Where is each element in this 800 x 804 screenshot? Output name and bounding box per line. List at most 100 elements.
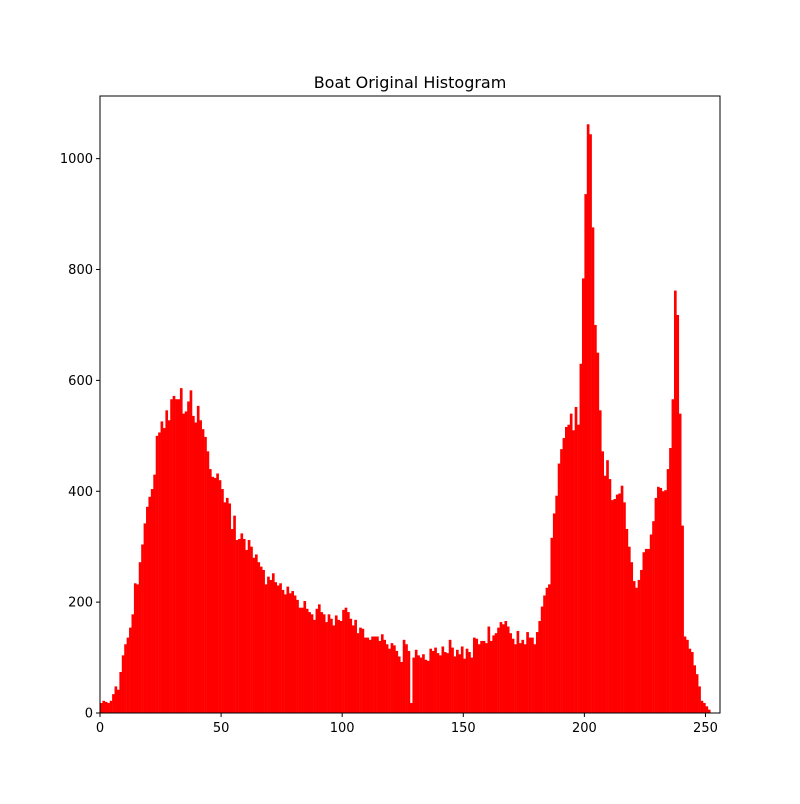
histogram-bar (332, 625, 336, 713)
histogram-bar (259, 566, 263, 713)
histogram-bar (528, 637, 532, 713)
histogram-bar (557, 463, 561, 713)
histogram-bar (664, 490, 667, 713)
histogram-bar (313, 619, 316, 713)
histogram-bar (133, 583, 137, 713)
histogram-bar (182, 413, 186, 713)
histogram-bar (439, 655, 442, 713)
histogram-bar (233, 515, 236, 713)
histogram-bar (424, 659, 428, 713)
histogram-bar (284, 594, 287, 713)
histogram-bar (615, 494, 619, 713)
histogram-bar (349, 618, 353, 713)
histogram-bar (412, 657, 416, 713)
histogram-bar (371, 636, 374, 713)
histogram-bar (325, 622, 328, 713)
histogram-bar (688, 648, 692, 713)
histogram-bar (301, 607, 304, 713)
histogram-bar (671, 399, 675, 713)
histogram-bar (162, 428, 166, 713)
histogram-bar (526, 632, 529, 713)
histogram-bar (102, 700, 106, 713)
histogram-bar (172, 395, 176, 713)
histogram-bar (150, 489, 154, 713)
histogram-bar (257, 562, 261, 713)
histogram-bar (506, 626, 510, 713)
histogram-bar (613, 499, 617, 713)
histogram-bar (322, 614, 326, 713)
histogram-bar (661, 491, 665, 713)
histogram-bar (623, 502, 626, 713)
histogram-bar (317, 604, 321, 713)
histogram-bar (143, 523, 147, 713)
histogram-bar (179, 388, 183, 713)
histogram-bar (611, 500, 614, 713)
histogram-bar (594, 324, 597, 713)
histogram-bar (698, 686, 701, 713)
histogram-bar (659, 487, 663, 713)
histogram-bar (531, 637, 534, 713)
histogram-bar (523, 644, 527, 713)
histogram-bar (175, 399, 178, 713)
histogram-bar (485, 643, 488, 713)
histogram-bar (155, 435, 159, 713)
histogram-bar (281, 589, 285, 713)
histogram-bar (320, 612, 324, 713)
histogram-bar (504, 620, 508, 713)
histogram-bar (509, 633, 512, 713)
histogram-bar (630, 562, 634, 713)
histogram-bar (368, 639, 372, 713)
histogram-bar (579, 363, 583, 713)
x-tick-label: 0 (96, 721, 104, 736)
histogram-bar (497, 627, 500, 713)
plot-frame (99, 95, 721, 714)
histogram-bar (487, 626, 491, 713)
histogram-bar (451, 647, 454, 713)
y-tick-label: 200 (68, 596, 93, 611)
histogram-bar (666, 469, 670, 713)
histogram-bar (252, 557, 256, 713)
histogram-bar (535, 632, 539, 713)
histogram-bar (112, 694, 115, 713)
histogram-bar (453, 656, 457, 713)
histogram-bar (373, 636, 377, 713)
histogram-bar (690, 652, 694, 713)
x-tick-label: 100 (330, 721, 355, 736)
histogram-bar (177, 399, 181, 713)
histogram-bar (586, 124, 590, 714)
histogram-bar (107, 703, 110, 713)
histogram-bar (184, 411, 188, 713)
histogram-bar (230, 528, 234, 713)
histogram-bar (567, 424, 571, 713)
y-tick-label: 1000 (60, 152, 93, 167)
y-tick-label: 0 (85, 707, 93, 722)
histogram-bar (235, 540, 239, 713)
histogram-bar (242, 538, 246, 713)
histogram-bar (337, 619, 341, 713)
histogram-bar (208, 469, 212, 713)
histogram-bar (274, 582, 278, 713)
histogram-bar (516, 630, 520, 713)
histogram-bar (577, 424, 580, 713)
histogram-bar (601, 451, 604, 713)
histogram-bar (548, 584, 551, 713)
histogram-bar (458, 654, 462, 713)
histogram-bar (378, 640, 382, 713)
histogram-bar (540, 606, 544, 713)
histogram-bar (475, 638, 479, 713)
histogram-bar (652, 521, 655, 713)
histogram-bar (562, 438, 566, 713)
histogram-bar (158, 432, 161, 713)
histogram-bar (167, 420, 171, 713)
histogram-bar (681, 525, 684, 713)
histogram-bar (565, 426, 568, 713)
histogram-bar (468, 652, 471, 713)
histogram-bar (315, 608, 319, 713)
histogram-bar (538, 620, 542, 713)
histogram-bar (119, 671, 123, 713)
histogram-bar (521, 639, 525, 713)
histogram-bar (581, 278, 585, 713)
histogram-bar (194, 422, 198, 713)
histogram-bar (136, 584, 139, 713)
